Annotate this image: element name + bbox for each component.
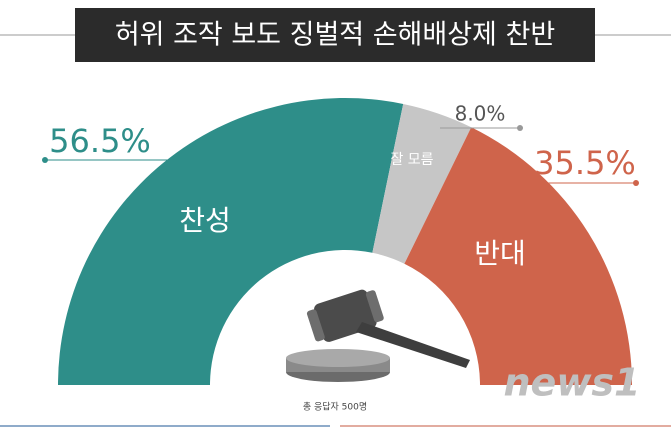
category-label: 잘 모름 bbox=[390, 152, 433, 168]
slice bbox=[404, 127, 632, 385]
source-logo: news1 bbox=[504, 361, 641, 405]
leader-dot bbox=[517, 125, 523, 131]
footnote: 총 응답자 500명 bbox=[303, 401, 367, 413]
arcs bbox=[58, 98, 632, 386]
category-label: 반대 bbox=[474, 237, 526, 270]
gavel bbox=[286, 289, 470, 382]
slice bbox=[372, 103, 472, 264]
leader-dot bbox=[42, 157, 48, 163]
title-box bbox=[75, 8, 595, 62]
slice bbox=[58, 98, 404, 386]
chart-title: 허위 조작 보도 징벌적 손해배상제 찬반 bbox=[115, 20, 555, 51]
value-label: 56.5% bbox=[49, 122, 151, 160]
leader-dot bbox=[633, 180, 639, 186]
category-label: 찬성 bbox=[179, 204, 231, 237]
value-label: 8.0% bbox=[455, 102, 506, 126]
value-label: 35.5% bbox=[534, 144, 636, 182]
